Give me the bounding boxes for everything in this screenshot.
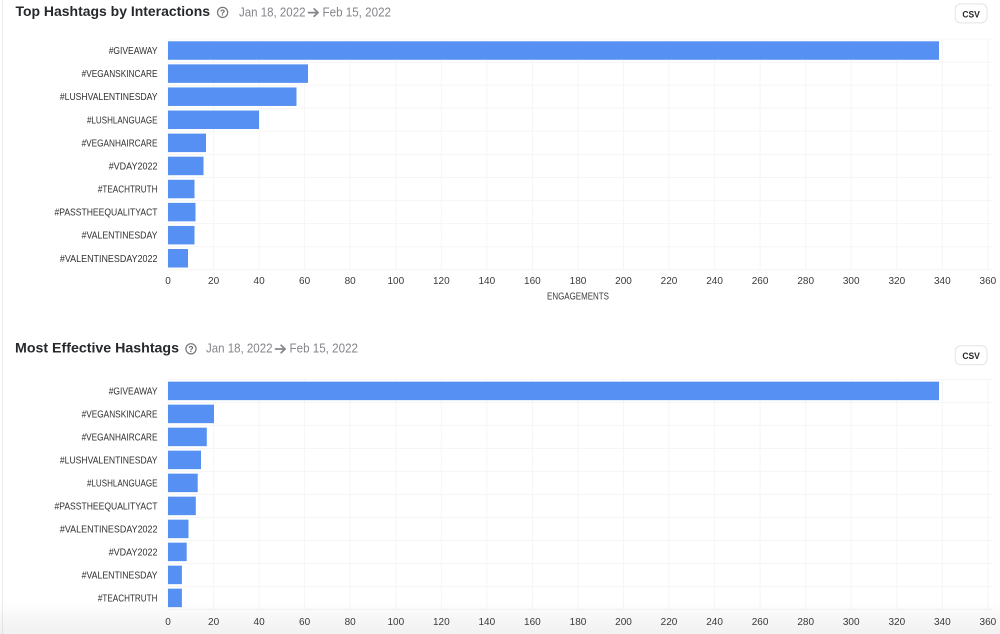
svg-text:Jan 18, 2022: Jan 18, 2022	[239, 6, 306, 20]
svg-text:?: ?	[220, 7, 225, 17]
svg-text:320: 320	[888, 276, 905, 287]
svg-text:Jan 18, 2022: Jan 18, 2022	[206, 342, 273, 356]
svg-text:360: 360	[980, 276, 997, 287]
svg-text:#VALENTINESDAY2022: #VALENTINESDAY2022	[60, 524, 158, 535]
svg-text:Feb 15, 2022: Feb 15, 2022	[323, 6, 392, 20]
svg-text:Most Effective Hashtags: Most Effective Hashtags	[15, 339, 179, 355]
svg-text:#VALENTINESDAY2022: #VALENTINESDAY2022	[60, 254, 158, 265]
svg-text:#PASSTHEEQUALITYACT: #PASSTHEEQUALITYACT	[55, 208, 158, 219]
svg-text:Feb 15, 2022: Feb 15, 2022	[290, 342, 359, 356]
svg-text:240: 240	[706, 276, 723, 287]
svg-text:#LUSHVALENTINESDAY: #LUSHVALENTINESDAY	[60, 92, 158, 103]
svg-text:ENGAGEMENTS: ENGAGEMENTS	[547, 292, 609, 303]
svg-text:#VEGANSKINCARE: #VEGANSKINCARE	[82, 409, 158, 420]
svg-text:80: 80	[345, 276, 357, 287]
svg-text:20: 20	[208, 276, 220, 287]
svg-text:#VEGANSKINCARE: #VEGANSKINCARE	[82, 69, 158, 80]
svg-text:180: 180	[570, 276, 587, 287]
svg-text:CSV: CSV	[962, 9, 980, 19]
svg-text:60: 60	[299, 276, 311, 287]
svg-text:40: 40	[254, 276, 266, 287]
svg-text:220: 220	[661, 276, 678, 287]
svg-text:#PASSTHEEQUALITYACT: #PASSTHEEQUALITYACT	[55, 501, 158, 512]
svg-text:#VDAY2022: #VDAY2022	[109, 161, 158, 172]
svg-text:#TEACHTRUTH: #TEACHTRUTH	[98, 593, 158, 604]
svg-text:160: 160	[524, 276, 541, 287]
svg-text:100: 100	[387, 276, 404, 287]
svg-text:Top Hashtags by Interactions: Top Hashtags by Interactions	[16, 3, 211, 19]
svg-text:#TEACHTRUTH: #TEACHTRUTH	[98, 185, 158, 196]
svg-text:120: 120	[433, 276, 450, 287]
svg-text:280: 280	[797, 276, 814, 287]
svg-text:#GIVEAWAY: #GIVEAWAY	[109, 46, 158, 57]
svg-text:#VALENTINESDAY: #VALENTINESDAY	[82, 570, 158, 581]
svg-text:#LUSHVALENTINESDAY: #LUSHVALENTINESDAY	[60, 455, 158, 466]
svg-text:0: 0	[165, 276, 171, 287]
svg-text:340: 340	[934, 276, 951, 287]
svg-text:200: 200	[615, 276, 632, 287]
svg-text:300: 300	[843, 276, 860, 287]
svg-text:#GIVEAWAY: #GIVEAWAY	[109, 386, 158, 397]
svg-text:140: 140	[478, 276, 495, 287]
svg-text:#VEGANHAIRCARE: #VEGANHAIRCARE	[82, 138, 158, 149]
svg-text:#LUSHLANGUAGE: #LUSHLANGUAGE	[87, 478, 158, 489]
svg-text:#LUSHLANGUAGE: #LUSHLANGUAGE	[87, 115, 158, 126]
svg-text:#VALENTINESDAY: #VALENTINESDAY	[82, 231, 158, 242]
svg-text:#VEGANHAIRCARE: #VEGANHAIRCARE	[82, 432, 158, 443]
svg-text:#VDAY2022: #VDAY2022	[109, 547, 158, 558]
svg-text:CSV: CSV	[962, 351, 980, 361]
svg-text:260: 260	[752, 276, 769, 287]
svg-text:?: ?	[188, 344, 193, 354]
